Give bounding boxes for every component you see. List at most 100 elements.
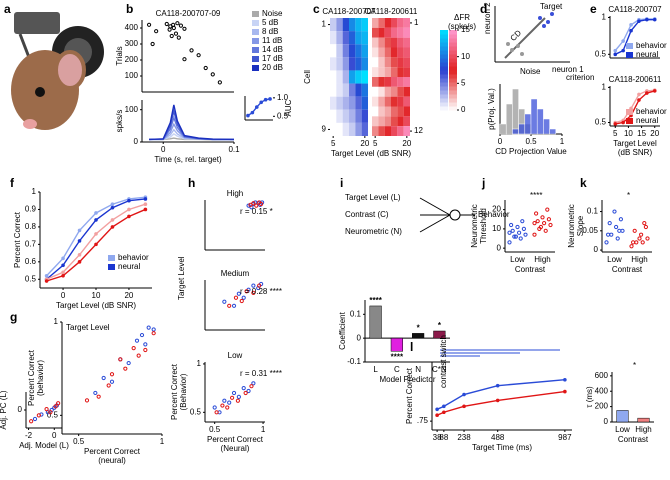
colorbar-step bbox=[440, 86, 448, 91]
point bbox=[151, 327, 156, 332]
panel-label: g bbox=[10, 310, 17, 324]
heat-cell bbox=[372, 116, 379, 127]
x-axis-label: Contrast bbox=[515, 265, 546, 274]
y-tick-label: 0 bbox=[134, 137, 139, 146]
point bbox=[61, 256, 65, 261]
cloud-dot bbox=[542, 24, 546, 28]
hist-bar bbox=[512, 88, 519, 135]
y-tick-label: 0.6 bbox=[25, 257, 37, 266]
point bbox=[146, 325, 151, 330]
x-tick-label: 0.1 bbox=[228, 145, 240, 154]
point bbox=[548, 222, 553, 228]
point bbox=[178, 23, 184, 28]
legend-swatch bbox=[252, 65, 259, 71]
point bbox=[613, 48, 618, 53]
panel-label: c bbox=[313, 2, 320, 16]
heat-cell bbox=[391, 96, 398, 107]
panel-label: f bbox=[10, 176, 15, 190]
x-tick-label: High bbox=[534, 255, 550, 264]
heat-cell bbox=[355, 83, 362, 97]
chart-title: CA118-200707 bbox=[322, 7, 376, 16]
colorbar-step bbox=[440, 98, 448, 103]
point bbox=[154, 29, 159, 34]
x-tick-label: 987 bbox=[558, 433, 572, 442]
point bbox=[220, 403, 225, 408]
point bbox=[645, 17, 649, 22]
colorbar-step bbox=[440, 42, 448, 47]
x-axis-label: Target Level (dB SNR) bbox=[331, 149, 411, 158]
heat-cell bbox=[330, 57, 337, 71]
point bbox=[110, 202, 115, 207]
point bbox=[127, 207, 131, 212]
colorbar-step bbox=[449, 50, 457, 55]
point bbox=[535, 219, 540, 224]
x-tick-label: 0.5 bbox=[525, 137, 537, 146]
cloud-dot bbox=[506, 42, 510, 46]
heat-cell bbox=[330, 109, 337, 123]
panel-label: a bbox=[4, 2, 11, 16]
colorbar-step bbox=[440, 30, 448, 35]
point bbox=[613, 122, 618, 126]
heat-cell bbox=[349, 70, 356, 84]
x-axis-label: CD Projection Value bbox=[495, 147, 567, 156]
x-tick-label: 0 bbox=[498, 137, 503, 146]
point bbox=[227, 303, 232, 308]
y-tick-label: 0.5 bbox=[595, 49, 607, 58]
heat-cell bbox=[361, 70, 368, 84]
colorbar-label: ΔFR (spks/s) bbox=[448, 13, 476, 31]
heat-cell bbox=[330, 31, 337, 45]
heat-cell bbox=[372, 126, 379, 136]
legend-swatch bbox=[252, 56, 259, 62]
y-tick-label: 1 bbox=[602, 83, 607, 92]
point bbox=[109, 372, 115, 377]
point bbox=[77, 228, 82, 233]
x-tick-label: 0.5 bbox=[73, 437, 85, 446]
point bbox=[175, 21, 180, 26]
y-tick-label: 0 bbox=[594, 245, 599, 254]
heat-cell bbox=[403, 57, 410, 68]
heat-cell bbox=[336, 83, 343, 97]
point bbox=[94, 218, 98, 222]
heat-cell bbox=[355, 70, 362, 84]
y-tick-label: .75 bbox=[417, 416, 429, 425]
heat-cell bbox=[397, 18, 404, 28]
bar bbox=[369, 305, 382, 339]
heat-cell bbox=[384, 57, 391, 68]
point bbox=[637, 19, 641, 23]
point bbox=[257, 283, 262, 288]
heat-cell bbox=[384, 86, 391, 97]
heat-cell bbox=[349, 31, 356, 45]
heat-cell bbox=[397, 116, 404, 127]
y-tick-label: 400 bbox=[595, 386, 609, 395]
x-axis-label: Target Level (dB SNR) bbox=[613, 139, 657, 157]
point bbox=[236, 291, 241, 296]
hist-bar bbox=[543, 118, 550, 135]
colorbar-step bbox=[449, 58, 457, 63]
point bbox=[435, 407, 439, 412]
legend-label: neural bbox=[636, 50, 658, 59]
heat-cell bbox=[403, 77, 410, 87]
heat-cell bbox=[397, 77, 404, 87]
y-tick-label: 0.1 bbox=[350, 309, 362, 318]
point bbox=[176, 35, 181, 40]
chart-title: CA118-200611 bbox=[365, 7, 418, 16]
heat-cell bbox=[372, 77, 379, 87]
hist-bar bbox=[536, 108, 544, 135]
heat-cell bbox=[342, 44, 349, 58]
point bbox=[510, 228, 515, 233]
legend-swatch bbox=[626, 118, 633, 124]
point bbox=[640, 240, 645, 245]
annotation: r = 0.31 **** bbox=[240, 369, 282, 378]
point bbox=[632, 228, 637, 233]
x-tick-label: 20 bbox=[124, 291, 133, 300]
heat-cell bbox=[378, 126, 385, 136]
point bbox=[507, 230, 512, 235]
heat-cell bbox=[349, 44, 356, 58]
point bbox=[239, 298, 244, 304]
point bbox=[621, 120, 625, 125]
point bbox=[618, 217, 624, 222]
x-tick-label: High bbox=[631, 255, 647, 264]
heat-cell bbox=[349, 96, 356, 110]
heat-cell bbox=[391, 77, 398, 87]
